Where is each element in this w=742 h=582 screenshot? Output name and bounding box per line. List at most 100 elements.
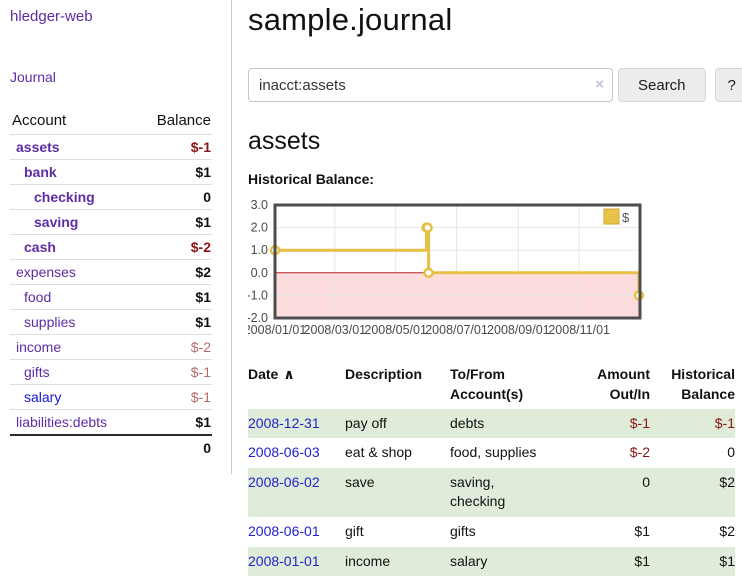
sidebar-account-link-supplies[interactable]: supplies [24, 314, 76, 330]
transaction-amount: 0 [642, 473, 650, 490]
account-row: cash $-2 [10, 234, 212, 260]
chart-x-tick-label: 2008/09/01 [487, 323, 550, 337]
account-balance: $-1 [137, 359, 212, 385]
account-balance: $-1 [137, 384, 212, 410]
chart-data-point[interactable] [423, 267, 434, 279]
chart-legend-swatch [603, 208, 620, 225]
register-header-balance: Historical Balance [671, 366, 735, 403]
account-balance: $-1 [137, 134, 212, 160]
account-balance: $-2 [137, 234, 212, 260]
sidebar-account-link-food[interactable]: food [24, 289, 52, 305]
app-brand-link[interactable]: hledger-web [10, 8, 93, 25]
chart-label: Historical Balance: [248, 171, 375, 187]
account-row: bank $1 [10, 159, 212, 185]
register-row: 2008-06-01 gift gifts $1 $2 [248, 517, 735, 547]
sidebar-account-link-bank[interactable]: bank [24, 164, 57, 180]
transaction-description: pay off [345, 414, 387, 431]
transaction-amount: $-1 [629, 414, 650, 431]
register-header-description: Description [345, 366, 423, 382]
nav-journal-link[interactable]: Journal [10, 69, 56, 85]
chart-x-tick-label: 2008/07/01 [425, 323, 488, 337]
sidebar-account-link-checking[interactable]: checking [34, 189, 95, 205]
register-row: 2008-06-02 save saving, checking 0 $2 [248, 467, 735, 517]
chart-y-tick-label: 2.0 [251, 221, 268, 235]
accounts-header-row: Account Balance [10, 108, 212, 135]
accounts-total-row: 0 [10, 434, 212, 460]
accounts-table: Account Balance assets $-1 bank $1 checking 0… [10, 108, 212, 460]
chart-y-tick-label: -2.0 [248, 311, 268, 325]
chart-y-tick-label: -1.0 [248, 288, 268, 302]
account-balance: $1 [137, 409, 212, 435]
chart-svg: 3.0 2.0 1.0 0.0 -1.0 -2.02008/01/012008/03/01… [244, 198, 645, 337]
search-form: × Search ? [248, 68, 742, 102]
transaction-balance: 0 [727, 444, 735, 461]
transaction-date-link[interactable]: 2008-06-02 [248, 473, 320, 490]
account-balance: $1 [137, 209, 212, 235]
accounts-total-value: 0 [137, 434, 212, 460]
account-balance: $-2 [137, 334, 212, 360]
chart-x-tick-label: 2008/03/01 [304, 323, 367, 337]
transaction-description: income [345, 552, 391, 569]
account-row: salary $-1 [10, 384, 212, 410]
sidebar-nav: Journal [10, 69, 221, 87]
sidebar: hledger-web Journal Account Balance asse… [0, 0, 232, 474]
clear-search-icon[interactable]: × [595, 76, 604, 93]
chart-y-tick-label: 1.0 [251, 243, 268, 257]
transaction-date-link[interactable]: 2008-01-01 [248, 552, 320, 569]
account-row: liabilities:debts $1 [10, 409, 212, 435]
transaction-description: eat & shop [345, 444, 412, 461]
register-header-date[interactable]: Date ∧ [248, 366, 295, 382]
transaction-accounts: debts [450, 414, 485, 431]
account-row: income $-2 [10, 334, 212, 360]
sidebar-account-link-gifts[interactable]: gifts [24, 364, 50, 380]
transaction-accounts: salary [450, 552, 488, 569]
sidebar-account-link-income[interactable]: income [16, 339, 62, 355]
account-heading: assets [248, 127, 321, 155]
register-header-accounts: To/From Account(s) [450, 366, 524, 403]
help-button[interactable]: ? [714, 68, 742, 102]
sidebar-account-link-saving[interactable]: saving [34, 214, 79, 230]
chart-data-point[interactable] [422, 222, 433, 233]
accounts-header-balance: Balance [156, 112, 211, 129]
sidebar-account-link-expenses[interactable]: expenses [16, 264, 76, 280]
chart-x-tick-label: 2008/05/01 [364, 323, 427, 337]
transaction-date-link[interactable]: 2008-06-03 [248, 444, 320, 461]
register-row: 2008-01-01 income salary $1 $1 [248, 546, 735, 577]
chart-y-tick-label: 0.0 [251, 266, 268, 280]
sidebar-account-link-assets[interactable]: assets [16, 139, 60, 155]
sort-asc-icon[interactable]: ∧ [283, 366, 295, 382]
register-header-row: Date ∧ Description To/From Account(s) Amount… [248, 362, 735, 409]
transaction-balance: $2 [719, 473, 735, 490]
sidebar-account-link-liabilities-debts[interactable]: liabilities:debts [16, 414, 108, 430]
register-header-amount: Amount Out/In [597, 366, 650, 403]
page-title: sample.journal [248, 2, 453, 37]
account-balance: $1 [137, 159, 212, 185]
search-input[interactable] [248, 68, 613, 102]
account-row: saving $1 [10, 209, 212, 235]
transaction-accounts: saving, checking [450, 473, 506, 510]
search-button[interactable]: Search [618, 68, 706, 102]
sidebar-account-link-salary[interactable]: salary [24, 389, 62, 405]
account-row: assets $-1 [10, 134, 212, 160]
chart-x-tick-label: 2008/01/01 [248, 323, 306, 337]
accounts-tbody: assets $-1 bank $1 checking 0 saving $1 cash $-2 e… [10, 134, 212, 460]
transaction-date-link[interactable]: 2008-06-01 [248, 522, 320, 539]
transaction-balance: $1 [719, 552, 735, 569]
total-spacer [10, 434, 138, 460]
account-row: supplies $1 [10, 309, 212, 335]
transaction-date-link[interactable]: 2008-12-31 [248, 414, 320, 431]
account-balance: $1 [137, 284, 212, 310]
transaction-amount: $1 [634, 522, 650, 539]
sidebar-account-link-cash[interactable]: cash [24, 239, 56, 255]
account-row: food $1 [10, 284, 212, 310]
account-row: expenses $2 [10, 259, 212, 285]
account-balance: $1 [137, 309, 212, 335]
chart-x-tick-label: 2008/11/01 [548, 323, 610, 337]
transaction-accounts: gifts [450, 522, 476, 539]
search-input-wrap: × [248, 68, 613, 102]
register-row: 2008-06-03 eat & shop food, supplies $-2 0 [248, 438, 735, 468]
register-tbody: 2008-12-31 pay off debts $-1 $-1 2008-06-03 ea… [248, 408, 735, 577]
account-row: gifts $-1 [10, 359, 212, 385]
transaction-amount: $-2 [629, 444, 650, 461]
